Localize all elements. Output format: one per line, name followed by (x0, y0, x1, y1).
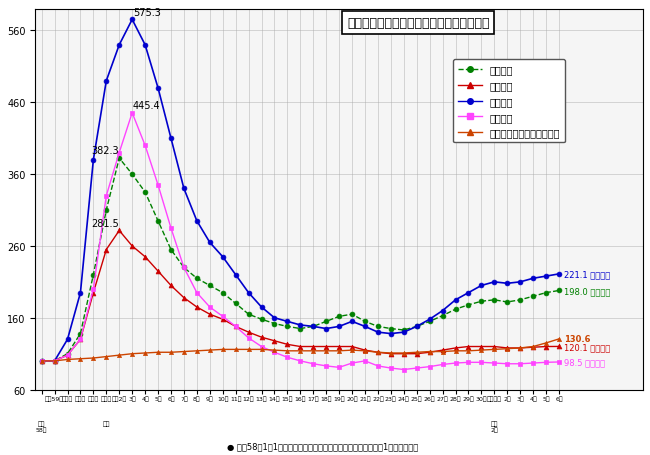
Text: 令和
2年: 令和 2年 (491, 420, 498, 432)
Text: ● 昭和58年1月1日の平均価格及び東京都区部消費者物価指数を1００とした。: ● 昭和58年1月1日の平均価格及び東京都区部消費者物価指数を1００とした。 (227, 441, 419, 450)
Text: 元年: 元年 (103, 420, 110, 426)
Text: 221.1 区部商業: 221.1 区部商業 (564, 270, 610, 279)
Text: 昭和
58年: 昭和 58年 (36, 420, 47, 432)
Text: 445.4: 445.4 (133, 101, 161, 111)
Text: 98.5 多摩商業: 98.5 多摩商業 (564, 358, 605, 367)
Text: 198.0 区部住宅: 198.0 区部住宅 (564, 286, 610, 295)
Text: 575.3: 575.3 (133, 8, 161, 17)
Text: 382.3: 382.3 (91, 146, 118, 156)
Text: 平均価格推移（指数）（用途別・地区別）: 平均価格推移（指数）（用途別・地区別） (347, 17, 489, 30)
Text: 120.1 多摩住宅: 120.1 多摩住宅 (564, 342, 610, 351)
Text: 281.5: 281.5 (91, 218, 118, 228)
Text: 130.6: 130.6 (564, 335, 591, 344)
Legend: 区部住宅, 多摩住宅, 区部商業, 多摩商業, 東京都区部消費者物価指数: 区部住宅, 多摩住宅, 区部商業, 多摩商業, 東京都区部消費者物価指数 (453, 60, 566, 143)
